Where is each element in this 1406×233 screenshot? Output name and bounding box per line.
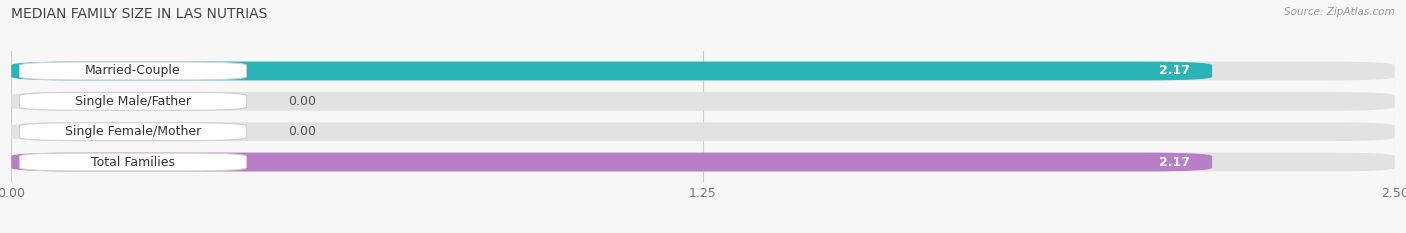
Text: 0.00: 0.00 [288, 125, 316, 138]
FancyBboxPatch shape [20, 123, 246, 141]
Text: MEDIAN FAMILY SIZE IN LAS NUTRIAS: MEDIAN FAMILY SIZE IN LAS NUTRIAS [11, 7, 267, 21]
FancyBboxPatch shape [11, 122, 1395, 141]
FancyBboxPatch shape [11, 62, 1395, 80]
Text: 2.17: 2.17 [1159, 155, 1189, 168]
FancyBboxPatch shape [11, 153, 1395, 171]
Text: Source: ZipAtlas.com: Source: ZipAtlas.com [1284, 7, 1395, 17]
Text: 2.17: 2.17 [1159, 65, 1189, 78]
Text: 0.00: 0.00 [288, 95, 316, 108]
Text: Married-Couple: Married-Couple [86, 65, 181, 78]
Text: Total Families: Total Families [91, 155, 174, 168]
FancyBboxPatch shape [11, 62, 1212, 80]
FancyBboxPatch shape [11, 153, 1212, 171]
FancyBboxPatch shape [20, 153, 246, 171]
FancyBboxPatch shape [20, 92, 246, 110]
FancyBboxPatch shape [11, 92, 1395, 111]
FancyBboxPatch shape [20, 62, 246, 80]
Text: Single Female/Mother: Single Female/Mother [65, 125, 201, 138]
Text: Single Male/Father: Single Male/Father [75, 95, 191, 108]
